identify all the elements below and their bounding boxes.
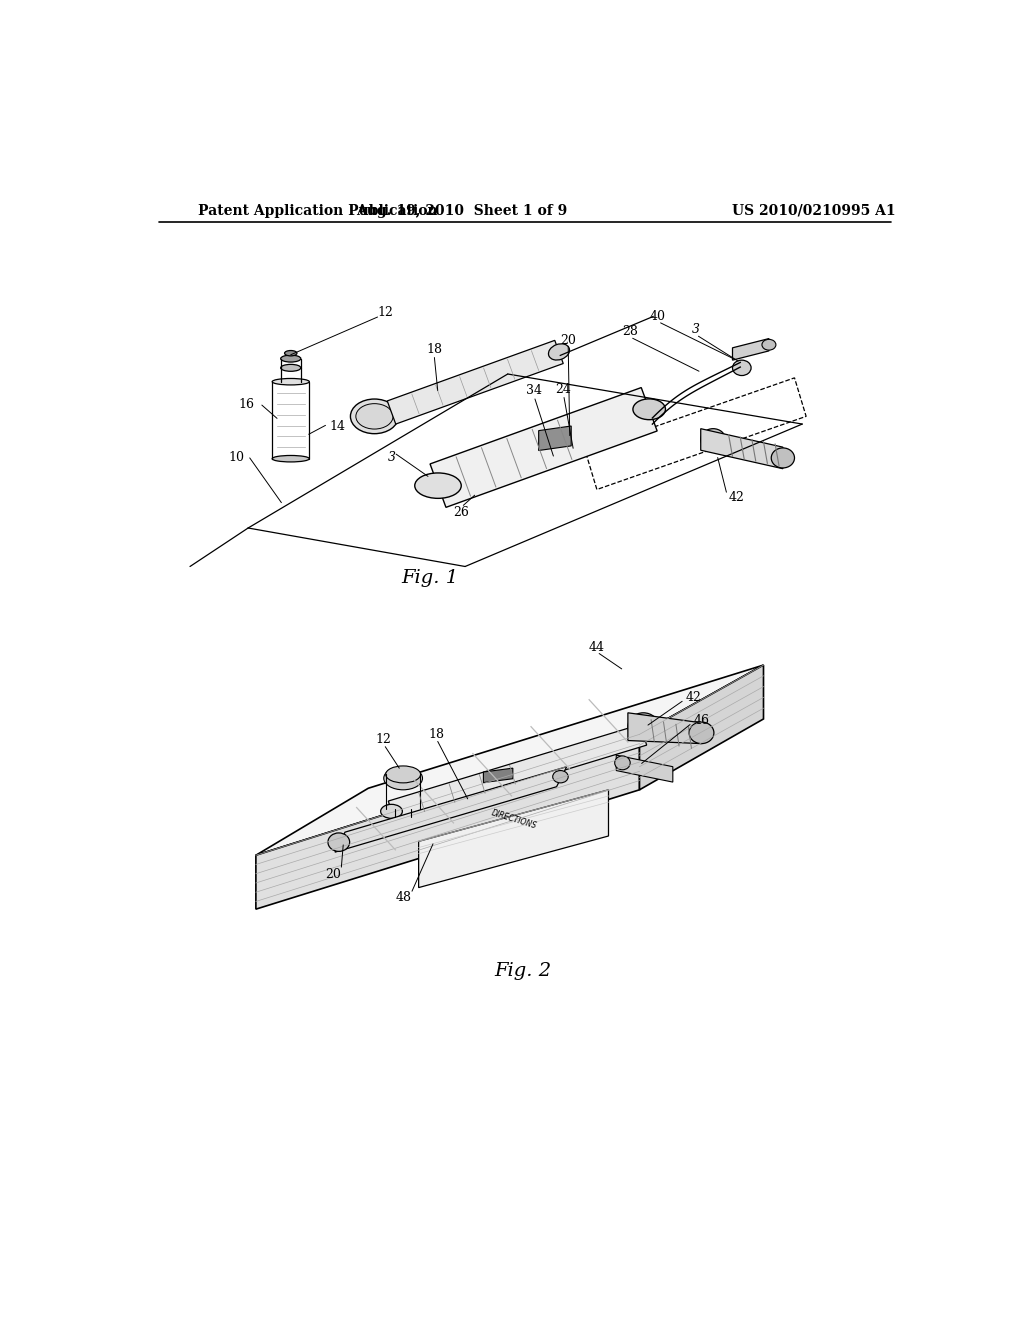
Ellipse shape bbox=[628, 713, 658, 741]
Text: 18: 18 bbox=[426, 343, 442, 356]
Ellipse shape bbox=[395, 813, 411, 821]
Ellipse shape bbox=[732, 360, 751, 376]
Polygon shape bbox=[387, 341, 563, 424]
Text: Patent Application Publication: Patent Application Publication bbox=[198, 203, 437, 218]
Ellipse shape bbox=[386, 800, 421, 817]
Ellipse shape bbox=[614, 756, 630, 770]
Polygon shape bbox=[388, 725, 647, 821]
Polygon shape bbox=[628, 713, 701, 743]
Ellipse shape bbox=[762, 339, 776, 350]
Text: 3: 3 bbox=[387, 450, 395, 463]
Polygon shape bbox=[700, 429, 783, 469]
Polygon shape bbox=[616, 755, 673, 781]
Text: 44: 44 bbox=[589, 640, 605, 653]
Polygon shape bbox=[335, 767, 566, 853]
Text: 14: 14 bbox=[330, 420, 345, 433]
Text: Fig. 1: Fig. 1 bbox=[401, 569, 459, 587]
Ellipse shape bbox=[272, 455, 309, 462]
Ellipse shape bbox=[328, 833, 349, 851]
Ellipse shape bbox=[285, 351, 297, 356]
Text: 34: 34 bbox=[526, 384, 542, 397]
Ellipse shape bbox=[281, 355, 301, 362]
Ellipse shape bbox=[771, 447, 795, 469]
Text: Aug. 19, 2010  Sheet 1 of 9: Aug. 19, 2010 Sheet 1 of 9 bbox=[355, 203, 567, 218]
Polygon shape bbox=[732, 339, 769, 360]
Text: 18: 18 bbox=[428, 727, 444, 741]
Ellipse shape bbox=[415, 473, 461, 499]
Text: US 2010/0210995 A1: US 2010/0210995 A1 bbox=[732, 203, 896, 218]
Text: Fig. 2: Fig. 2 bbox=[495, 962, 552, 979]
Ellipse shape bbox=[635, 730, 651, 741]
Text: 3: 3 bbox=[692, 323, 700, 335]
Text: 28: 28 bbox=[623, 325, 638, 338]
Text: 12: 12 bbox=[376, 733, 392, 746]
Ellipse shape bbox=[700, 429, 726, 450]
Polygon shape bbox=[539, 426, 571, 450]
Text: 42: 42 bbox=[686, 690, 701, 704]
Polygon shape bbox=[256, 734, 640, 909]
Ellipse shape bbox=[350, 399, 398, 434]
Ellipse shape bbox=[553, 771, 568, 783]
Text: 46: 46 bbox=[693, 714, 710, 727]
Ellipse shape bbox=[272, 379, 309, 385]
Ellipse shape bbox=[384, 767, 423, 789]
Text: 20: 20 bbox=[560, 334, 577, 347]
Polygon shape bbox=[430, 388, 657, 507]
Polygon shape bbox=[419, 789, 608, 887]
Text: 40: 40 bbox=[650, 310, 666, 323]
Text: 16: 16 bbox=[239, 399, 254, 412]
Ellipse shape bbox=[381, 804, 402, 818]
Polygon shape bbox=[640, 665, 764, 789]
Text: 26: 26 bbox=[454, 506, 469, 519]
Ellipse shape bbox=[386, 766, 421, 783]
Text: 48: 48 bbox=[395, 891, 411, 904]
Text: DIRECTIONS: DIRECTIONS bbox=[490, 808, 538, 830]
Ellipse shape bbox=[281, 364, 301, 371]
Text: 42: 42 bbox=[729, 491, 744, 504]
Ellipse shape bbox=[633, 399, 666, 420]
Ellipse shape bbox=[356, 404, 393, 429]
Polygon shape bbox=[256, 665, 764, 855]
Text: 20: 20 bbox=[326, 869, 341, 880]
Ellipse shape bbox=[689, 722, 714, 743]
Polygon shape bbox=[483, 768, 513, 783]
Ellipse shape bbox=[549, 343, 569, 360]
Text: 24: 24 bbox=[556, 383, 571, 396]
Text: 10: 10 bbox=[228, 450, 245, 463]
Text: 12: 12 bbox=[378, 306, 393, 319]
